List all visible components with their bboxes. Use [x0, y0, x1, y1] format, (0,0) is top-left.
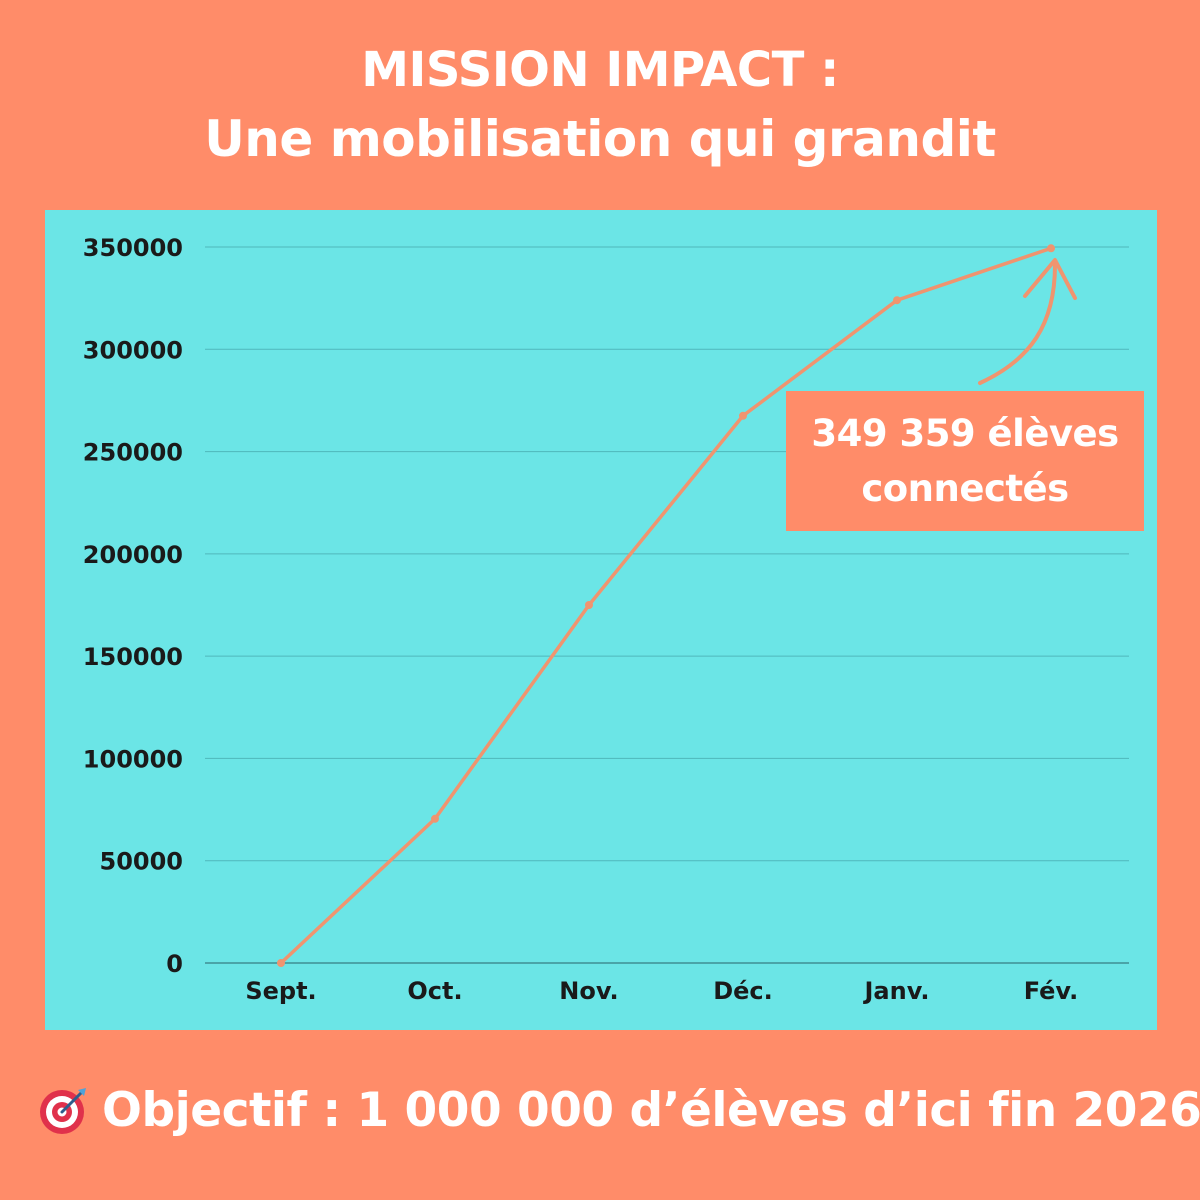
chart-panel: 0 50000 100000 150000 200000 250000 300000 3500…	[45, 210, 1157, 1030]
data-point	[277, 959, 285, 967]
series-line	[279, 246, 1053, 965]
y-tick-label: 350000	[83, 234, 183, 262]
y-tick-label: 0	[166, 950, 183, 978]
x-tick-label: Sept.	[245, 977, 316, 1005]
x-tick-label: Fév.	[1024, 977, 1079, 1005]
y-tick-label: 150000	[83, 643, 183, 671]
y-tick-label: 50000	[100, 848, 184, 876]
callout-line-2: connectés	[861, 467, 1069, 510]
line-chart: 0 50000 100000 150000 200000 250000 300000 3500…	[83, 234, 1129, 1005]
callout-box: 349 359 élèves connectés	[786, 391, 1144, 531]
x-tick-label: Janv.	[862, 977, 929, 1005]
grid-lines	[205, 246, 1129, 964]
objective-banner: Objectif : 1 000 000 d’élèves d’ici fin …	[38, 1078, 1200, 1142]
data-point	[1047, 244, 1055, 253]
data-point	[893, 296, 901, 305]
y-tick-label: 200000	[83, 541, 183, 569]
y-tick-label: 100000	[83, 745, 183, 773]
callout-arrow-curve	[978, 263, 1057, 385]
y-axis-ticks: 0 50000 100000 150000 200000 250000 300000 3500…	[83, 234, 183, 978]
objective-text: Objectif : 1 000 000 d’élèves d’ici fin …	[102, 1082, 1200, 1138]
target-icon	[40, 1088, 86, 1134]
data-point	[739, 411, 747, 420]
data-series	[277, 244, 1055, 967]
page-title: MISSION IMPACT :	[361, 42, 839, 98]
page-subtitle: Une mobilisation qui grandit	[204, 110, 996, 168]
callout-arrow-head	[1023, 258, 1077, 300]
x-axis-ticks: Sept. Oct. Nov. Déc. Janv. Fév.	[245, 977, 1078, 1005]
x-tick-label: Oct.	[407, 977, 462, 1005]
y-tick-label: 250000	[83, 439, 183, 467]
x-tick-label: Déc.	[713, 977, 773, 1005]
data-point	[431, 814, 439, 823]
callout-line-1: 349 359 élèves	[811, 411, 1119, 455]
data-point	[585, 601, 593, 609]
x-tick-label: Nov.	[559, 977, 618, 1005]
y-tick-label: 300000	[83, 336, 183, 364]
callout-arrow	[978, 258, 1077, 385]
